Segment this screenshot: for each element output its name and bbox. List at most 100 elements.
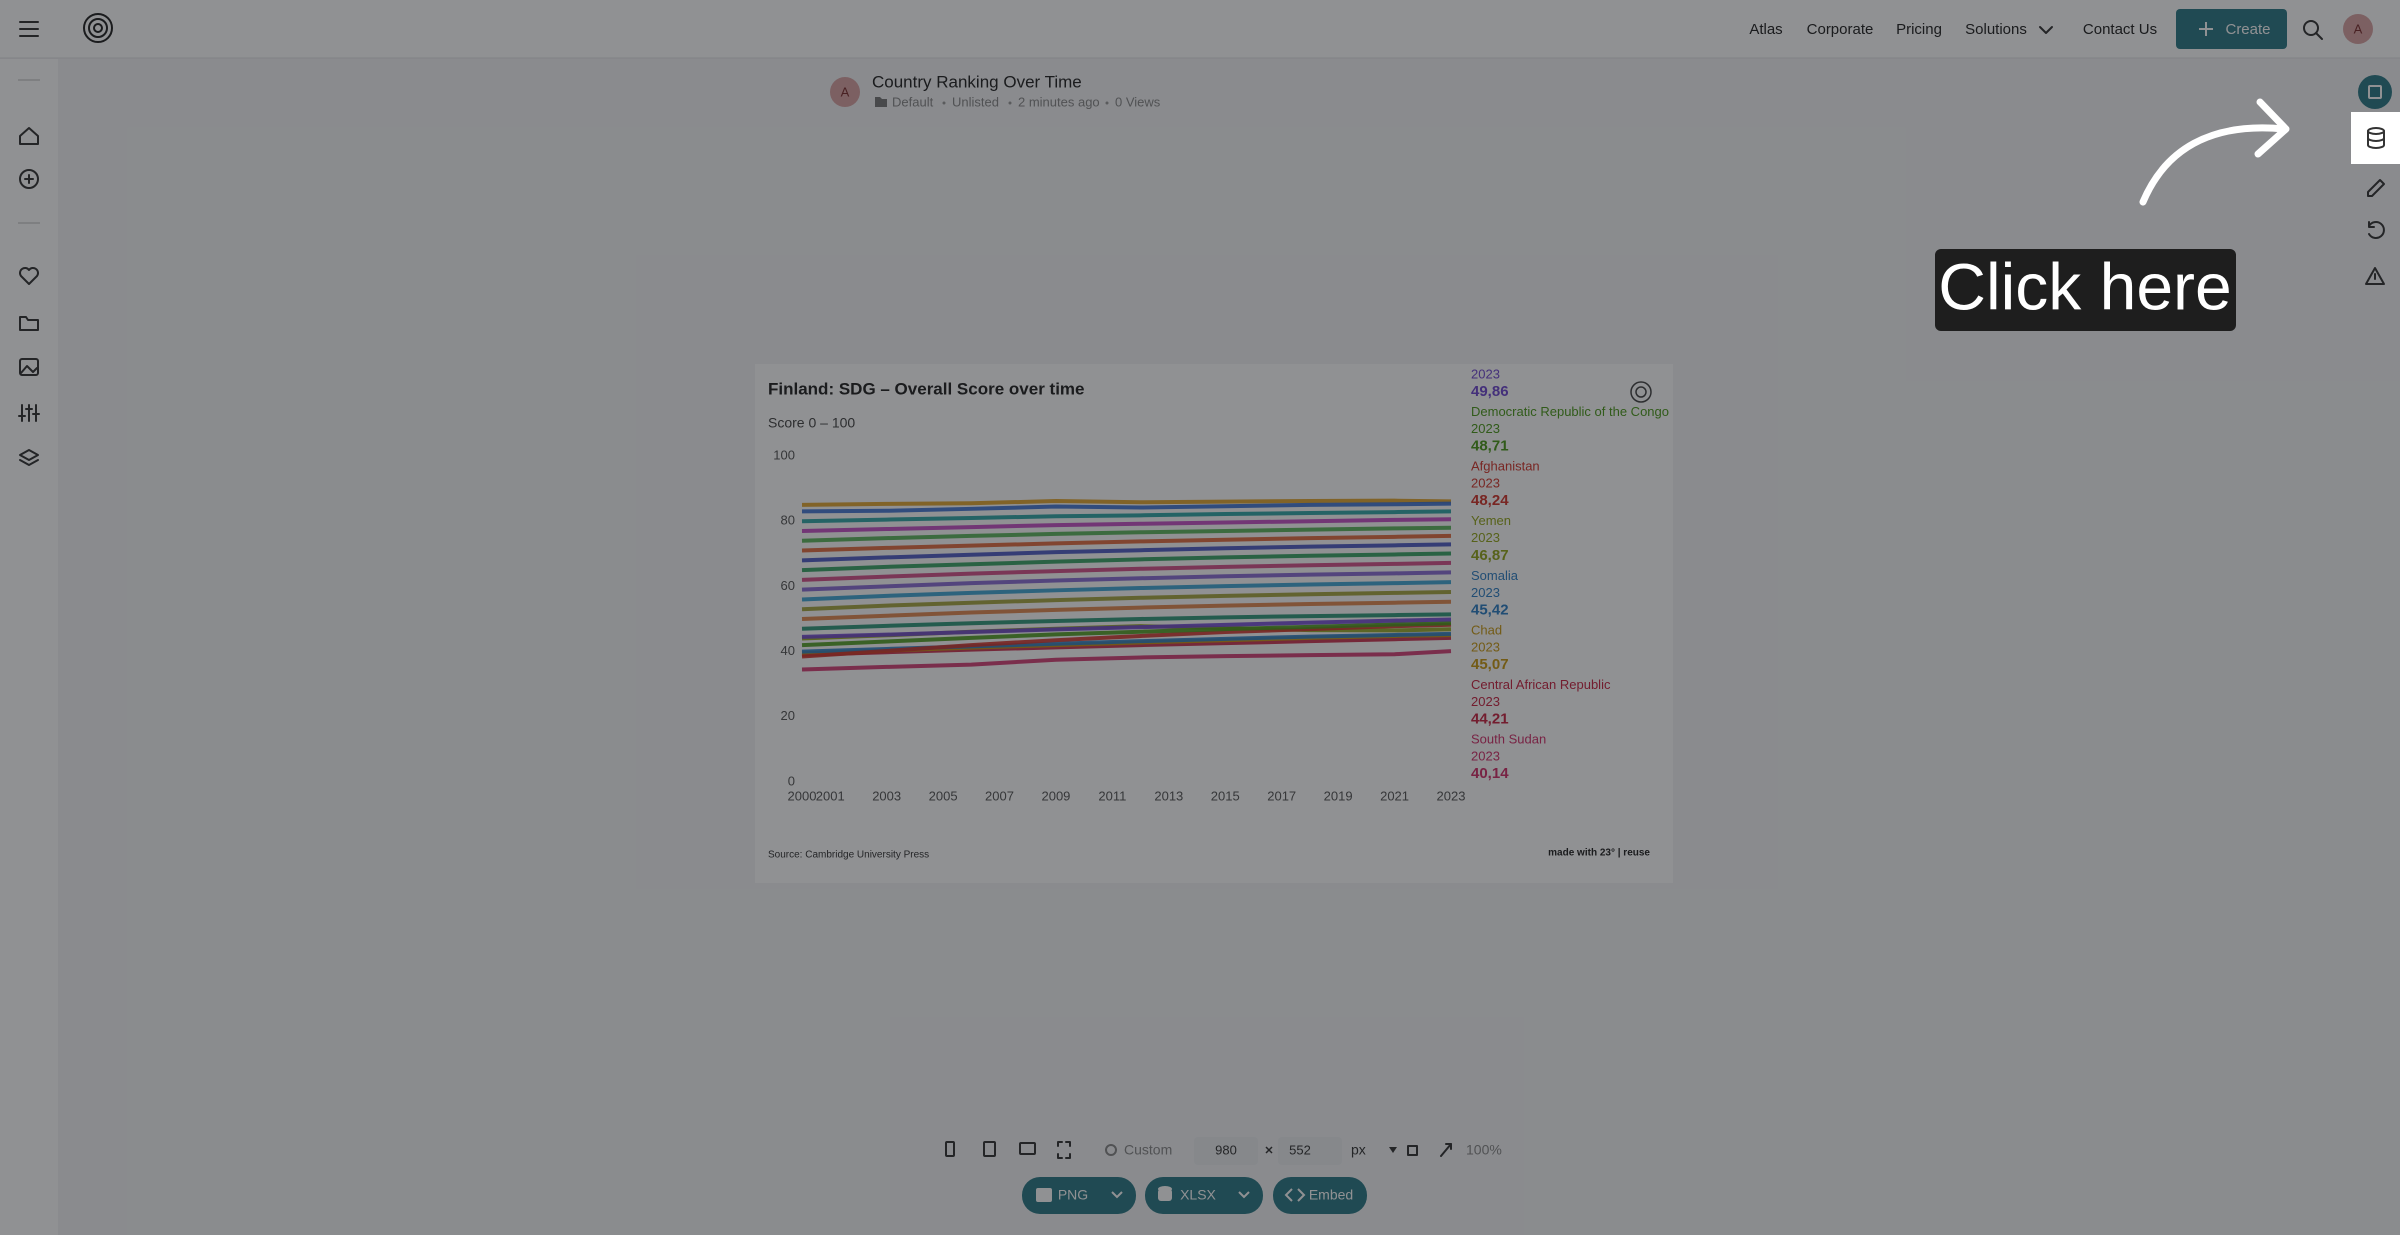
height-input[interactable] [1278, 1137, 1342, 1165]
embed-label: Embed [1309, 1187, 1353, 1203]
create-label: Create [2225, 21, 2270, 38]
embed-button[interactable] [1273, 1177, 1367, 1214]
png-dropdown[interactable] [1111, 1191, 1123, 1199]
value-label: 48,71 [1471, 438, 1509, 455]
series-line [801, 501, 1452, 514]
x-tick-label: 2011 [1098, 788, 1126, 803]
unit-dropdown[interactable] [1389, 1147, 1397, 1153]
edit-button[interactable] [2367, 179, 2385, 197]
series-line [801, 621, 1452, 648]
size-presets[interactable] [945, 1141, 1071, 1159]
layers-button[interactable] [19, 449, 39, 466]
x-tick-label: 2001 [816, 788, 845, 803]
series-line [801, 498, 1452, 507]
document-visibility: Unlisted [952, 94, 999, 109]
report-button[interactable] [2365, 267, 2385, 285]
series-line [801, 542, 1452, 563]
series-line [801, 617, 1452, 639]
folders-button[interactable] [19, 316, 39, 331]
value-label: 44,21 [1471, 711, 1509, 728]
legend-year: 2023 [1471, 476, 1500, 491]
menu-button[interactable] [19, 21, 39, 37]
x-tick-label: 2003 [872, 788, 901, 803]
preset-label[interactable]: Custom [1124, 1142, 1172, 1158]
save-icon [2368, 85, 2382, 99]
series-line [801, 649, 1452, 672]
series-line [801, 533, 1452, 553]
legend-year: 2023 [1471, 749, 1500, 764]
separator-dot [942, 101, 946, 105]
png-label: PNG [1058, 1187, 1088, 1203]
zoom-level[interactable]: 100% [1466, 1142, 1502, 1158]
series-line [801, 509, 1452, 524]
favorites-button[interactable] [19, 267, 39, 285]
document-title[interactable]: Country Ranking Over Time [872, 72, 1082, 91]
chart-credit[interactable]: made with 23° | reuse [1548, 848, 1650, 859]
callout-box [1935, 249, 2236, 331]
value-label: 40,14 [1471, 765, 1509, 782]
value-label: 49,86 [1471, 383, 1509, 400]
width-input[interactable] [1194, 1137, 1258, 1165]
chart-source: Source: Cambridge University Press [768, 850, 929, 861]
times-sign [1265, 1146, 1273, 1154]
legend-year: 2023 [1471, 585, 1500, 600]
xlsx-icon [1158, 1186, 1172, 1201]
document-updated: 2 minutes ago [1018, 94, 1100, 109]
x-tick-label: 2023 [1437, 788, 1466, 803]
nav-link[interactable]: Pricing [1896, 21, 1942, 38]
xlsx-button[interactable] [1145, 1177, 1263, 1214]
create-button[interactable] [2176, 9, 2287, 49]
x-tick-label: 2000 [788, 788, 817, 803]
images-button[interactable] [19, 358, 39, 376]
callout-text: Click here [1938, 249, 2231, 323]
nav-chevron[interactable] [2039, 26, 2053, 34]
new-button[interactable] [19, 169, 39, 189]
search-button[interactable] [2303, 20, 2323, 40]
nav-link[interactable]: Atlas [1749, 21, 1782, 38]
undo-button[interactable] [2368, 221, 2385, 239]
logo[interactable] [83, 13, 113, 43]
folder-icon [875, 97, 887, 107]
nav-link[interactable]: Solutions [1965, 21, 2027, 38]
data-button-highlight[interactable] [2351, 112, 2400, 164]
resize-controls[interactable] [1407, 1143, 1452, 1157]
legend-name: South Sudan [1471, 732, 1546, 747]
png-button[interactable] [1022, 1177, 1136, 1214]
value-label: 45,42 [1471, 601, 1509, 618]
legend-name: Democratic Republic of the Congo [1471, 404, 1669, 419]
x-tick-label: 2017 [1267, 788, 1296, 803]
home-button[interactable] [19, 127, 39, 145]
unit-select[interactable]: px [1351, 1142, 1366, 1158]
value-label: 45,07 [1471, 656, 1509, 673]
y-tick-label: 60 [781, 578, 795, 593]
user-avatar-letter: A [2354, 21, 2363, 36]
series-line [801, 599, 1452, 621]
xlsx-dropdown[interactable] [1238, 1191, 1250, 1199]
separator-dot [1008, 101, 1012, 105]
nav-link[interactable]: Contact Us [2083, 21, 2157, 38]
legend-name: Afghanistan [1471, 459, 1540, 474]
document-folder: Default [892, 94, 934, 109]
plot: 0 20 40 60 80 100 20002001 2003 2005 2007 2009 2011… [773, 366, 1669, 803]
legend-name: Chad [1471, 622, 1502, 637]
legend-year: 2023 [1471, 421, 1500, 436]
nav-link[interactable]: Corporate [1807, 21, 1874, 38]
series-line [801, 612, 1452, 631]
y-tick-label: 80 [781, 513, 795, 528]
user-avatar[interactable] [2343, 14, 2373, 44]
series-line [801, 570, 1452, 592]
left-sidebar [0, 59, 58, 1235]
series-line [801, 525, 1452, 543]
legend-name: Central African Republic [1471, 677, 1611, 692]
x-tick-label: 2009 [1041, 788, 1070, 803]
chart-logo [1630, 381, 1652, 403]
author-avatar [830, 77, 860, 107]
document-views: 0 Views [1115, 94, 1161, 109]
x-tick-label: 2015 [1211, 788, 1240, 803]
series-line [801, 589, 1452, 612]
callout-arrowhead [2254, 98, 2290, 158]
save-button[interactable] [2358, 75, 2392, 109]
legend-year: 2023 [1471, 694, 1500, 709]
value-label: 48,24 [1471, 492, 1509, 509]
settings-button[interactable] [18, 404, 40, 422]
